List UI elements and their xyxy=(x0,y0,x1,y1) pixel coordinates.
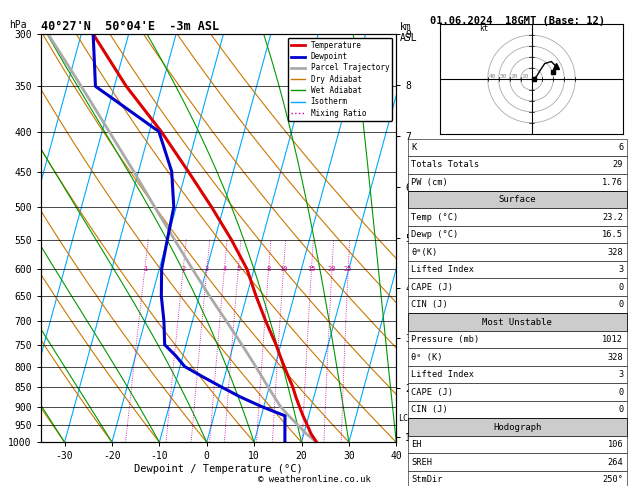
Text: CIN (J): CIN (J) xyxy=(411,405,448,414)
Text: 264: 264 xyxy=(608,458,623,467)
Text: Dewp (°C): Dewp (°C) xyxy=(411,230,459,239)
Text: 328: 328 xyxy=(608,353,623,362)
Text: StmDir: StmDir xyxy=(411,475,443,484)
Text: Most Unstable: Most Unstable xyxy=(482,318,552,327)
Text: Lifted Index: Lifted Index xyxy=(411,265,474,274)
Text: 1: 1 xyxy=(143,266,147,272)
Text: 2: 2 xyxy=(181,266,186,272)
Text: 3: 3 xyxy=(618,265,623,274)
Text: CAPE (J): CAPE (J) xyxy=(411,388,454,397)
Text: 29: 29 xyxy=(613,160,623,169)
Text: Totals Totals: Totals Totals xyxy=(411,160,480,169)
Text: 0: 0 xyxy=(618,283,623,292)
Text: 23.2: 23.2 xyxy=(603,213,623,222)
Text: 40°27'N  50°04'E  -3m ASL: 40°27'N 50°04'E -3m ASL xyxy=(41,20,219,33)
Text: Temp (°C): Temp (°C) xyxy=(411,213,459,222)
Text: 20: 20 xyxy=(511,74,518,79)
Text: PW (cm): PW (cm) xyxy=(411,178,448,187)
Text: CAPE (J): CAPE (J) xyxy=(411,283,454,292)
Text: 0: 0 xyxy=(618,300,623,309)
Text: 01.06.2024  18GMT (Base: 12): 01.06.2024 18GMT (Base: 12) xyxy=(430,16,605,26)
Text: K: K xyxy=(411,143,416,152)
Text: 20: 20 xyxy=(328,266,337,272)
Text: Surface: Surface xyxy=(499,195,536,204)
Text: 16.5: 16.5 xyxy=(603,230,623,239)
Text: SREH: SREH xyxy=(411,458,432,467)
Text: 10: 10 xyxy=(279,266,288,272)
Text: 1.76: 1.76 xyxy=(603,178,623,187)
Text: 8: 8 xyxy=(267,266,270,272)
Text: LCL: LCL xyxy=(398,414,413,423)
Text: 10: 10 xyxy=(521,74,529,79)
X-axis label: Dewpoint / Temperature (°C): Dewpoint / Temperature (°C) xyxy=(134,464,303,474)
Text: 5: 5 xyxy=(236,266,240,272)
Legend: Temperature, Dewpoint, Parcel Trajectory, Dry Adiabat, Wet Adiabat, Isotherm, Mi: Temperature, Dewpoint, Parcel Trajectory… xyxy=(288,38,392,121)
Text: 3: 3 xyxy=(618,370,623,379)
Text: Mixing Ratio (g/kg): Mixing Ratio (g/kg) xyxy=(442,187,452,289)
Text: © weatheronline.co.uk: © weatheronline.co.uk xyxy=(258,474,371,484)
Text: θᵉ (K): θᵉ (K) xyxy=(411,353,443,362)
Text: 40: 40 xyxy=(489,74,496,79)
Text: 25: 25 xyxy=(344,266,352,272)
Text: 250°: 250° xyxy=(603,475,623,484)
Text: 30: 30 xyxy=(500,74,508,79)
Text: 0: 0 xyxy=(618,405,623,414)
Text: 3: 3 xyxy=(205,266,209,272)
Text: EH: EH xyxy=(411,440,422,449)
Text: 0: 0 xyxy=(618,388,623,397)
Text: Lifted Index: Lifted Index xyxy=(411,370,474,379)
Text: 1012: 1012 xyxy=(603,335,623,344)
Text: hPa: hPa xyxy=(9,20,26,30)
Text: 6: 6 xyxy=(618,143,623,152)
Text: kt: kt xyxy=(479,24,488,33)
Text: CIN (J): CIN (J) xyxy=(411,300,448,309)
Text: 328: 328 xyxy=(608,248,623,257)
Text: 4: 4 xyxy=(222,266,226,272)
Text: 15: 15 xyxy=(307,266,316,272)
Text: km
ASL: km ASL xyxy=(399,22,417,43)
Text: Hodograph: Hodograph xyxy=(493,423,542,432)
Text: Pressure (mb): Pressure (mb) xyxy=(411,335,480,344)
Text: θᵉ(K): θᵉ(K) xyxy=(411,248,438,257)
Text: 106: 106 xyxy=(608,440,623,449)
